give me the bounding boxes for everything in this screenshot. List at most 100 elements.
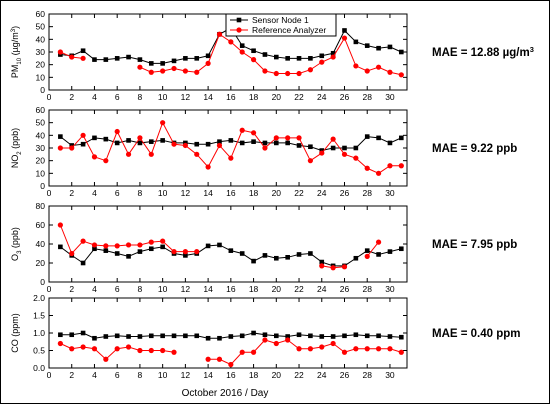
data-point-reference bbox=[137, 135, 143, 141]
x-tick-label-pm: 26 bbox=[340, 92, 350, 102]
x-tick-label-co: 22 bbox=[294, 370, 304, 380]
y-axis-label-no2: NO2 (ppb) bbox=[10, 128, 23, 168]
data-point-reference bbox=[137, 242, 143, 248]
data-point-reference bbox=[148, 69, 154, 75]
data-point-reference bbox=[125, 242, 132, 248]
x-tick-label-co: 16 bbox=[226, 370, 236, 380]
data-point-sensor bbox=[80, 141, 86, 147]
data-point-sensor bbox=[80, 260, 86, 266]
legend-label-sensor: Sensor Node 1 bbox=[252, 15, 309, 25]
y-tick-label-co: 2.0 bbox=[33, 293, 45, 303]
data-point-reference bbox=[273, 70, 279, 77]
data-point-sensor bbox=[285, 255, 290, 260]
x-tick-label-pm: 14 bbox=[203, 92, 213, 102]
data-point-reference bbox=[69, 54, 75, 60]
y-tick-label-pm: 0 bbox=[40, 85, 45, 95]
data-point-reference bbox=[307, 158, 313, 164]
data-point-sensor bbox=[126, 254, 131, 259]
data-point-sensor bbox=[114, 333, 120, 339]
data-point-sensor bbox=[194, 56, 200, 61]
data-point-reference bbox=[91, 242, 98, 248]
x-tick-label-co: 12 bbox=[181, 370, 191, 380]
data-point-sensor bbox=[308, 144, 313, 150]
data-point-sensor bbox=[296, 252, 302, 257]
data-point-reference bbox=[171, 249, 177, 255]
data-point-reference bbox=[250, 130, 257, 136]
x-tick-label-no2: 14 bbox=[203, 188, 213, 198]
data-point-sensor bbox=[262, 253, 268, 258]
data-point-reference bbox=[285, 135, 291, 141]
x-tick-label-o3: 20 bbox=[272, 284, 282, 294]
legend-label-reference: Reference Analyzer bbox=[252, 25, 326, 35]
data-point-reference bbox=[273, 340, 279, 347]
data-point-sensor bbox=[262, 332, 268, 338]
series-reference-o3 bbox=[57, 222, 382, 271]
data-point-sensor bbox=[228, 248, 234, 253]
data-point-sensor bbox=[285, 334, 290, 339]
x-tick-label-pm: 12 bbox=[181, 92, 191, 102]
data-point-sensor bbox=[376, 333, 381, 339]
data-point-sensor bbox=[342, 145, 347, 151]
data-point-reference bbox=[330, 265, 336, 271]
data-point-reference bbox=[57, 340, 63, 347]
data-point-sensor bbox=[296, 56, 302, 61]
x-tick-label-pm: 0 bbox=[47, 92, 52, 102]
y-tick-label-o3: 80 bbox=[36, 201, 46, 211]
data-point-reference bbox=[364, 68, 370, 74]
data-point-sensor bbox=[217, 242, 222, 248]
data-point-reference bbox=[205, 164, 211, 170]
x-tick-label-pm: 2 bbox=[69, 92, 74, 102]
data-point-sensor bbox=[160, 61, 165, 66]
y-tick-label-co: 0.0 bbox=[33, 363, 45, 373]
data-point-sensor bbox=[171, 333, 177, 339]
data-point-reference bbox=[398, 72, 404, 78]
data-point-sensor bbox=[137, 140, 143, 146]
data-point-sensor bbox=[160, 333, 165, 339]
data-point-reference bbox=[80, 55, 86, 61]
data-point-sensor bbox=[364, 43, 370, 48]
data-point-reference bbox=[375, 64, 382, 70]
data-point-reference bbox=[216, 31, 223, 37]
data-point-sensor bbox=[342, 28, 347, 33]
data-point-reference bbox=[216, 356, 223, 362]
data-point-reference bbox=[171, 349, 177, 355]
data-point-reference bbox=[228, 155, 234, 161]
y-tick-label-pm: 60 bbox=[36, 9, 46, 19]
x-tick-label-co: 20 bbox=[272, 370, 282, 380]
data-point-sensor bbox=[376, 45, 381, 51]
data-point-sensor bbox=[353, 39, 359, 45]
x-tick-label-pm: 28 bbox=[362, 92, 372, 102]
data-point-reference bbox=[69, 145, 75, 151]
y-tick-label-no2: 50 bbox=[36, 118, 46, 128]
data-point-reference bbox=[319, 150, 325, 156]
data-point-reference bbox=[285, 70, 291, 77]
data-point-sensor bbox=[137, 249, 143, 254]
x-tick-label-no2: 18 bbox=[249, 188, 259, 198]
y-tick-label-no2: 20 bbox=[36, 156, 46, 166]
data-point-reference bbox=[103, 158, 109, 164]
x-tick-label-no2: 6 bbox=[115, 188, 120, 198]
data-point-reference bbox=[364, 253, 370, 259]
y-tick-label-co: 0.5 bbox=[33, 346, 45, 356]
x-tick-label-no2: 8 bbox=[138, 188, 143, 198]
data-point-reference bbox=[216, 142, 223, 149]
x-tick-label-co: 14 bbox=[203, 370, 213, 380]
data-point-reference bbox=[80, 344, 86, 350]
x-tick-label-co: 0 bbox=[47, 370, 52, 380]
data-point-sensor bbox=[183, 253, 188, 258]
data-point-sensor bbox=[399, 49, 404, 55]
x-tick-label-o3: 18 bbox=[249, 284, 259, 294]
data-point-reference bbox=[194, 151, 200, 157]
data-point-reference bbox=[330, 136, 336, 142]
data-point-sensor bbox=[330, 50, 336, 56]
data-point-reference bbox=[341, 349, 348, 355]
data-point-sensor bbox=[171, 58, 177, 64]
data-point-sensor bbox=[114, 251, 120, 256]
data-point-reference bbox=[375, 346, 382, 352]
data-point-sensor bbox=[92, 57, 97, 62]
y-tick-label-pm: 10 bbox=[36, 72, 46, 82]
data-point-sensor bbox=[148, 61, 154, 66]
data-point-reference bbox=[330, 340, 336, 347]
data-point-reference bbox=[160, 68, 166, 74]
x-tick-label-o3: 26 bbox=[340, 284, 350, 294]
